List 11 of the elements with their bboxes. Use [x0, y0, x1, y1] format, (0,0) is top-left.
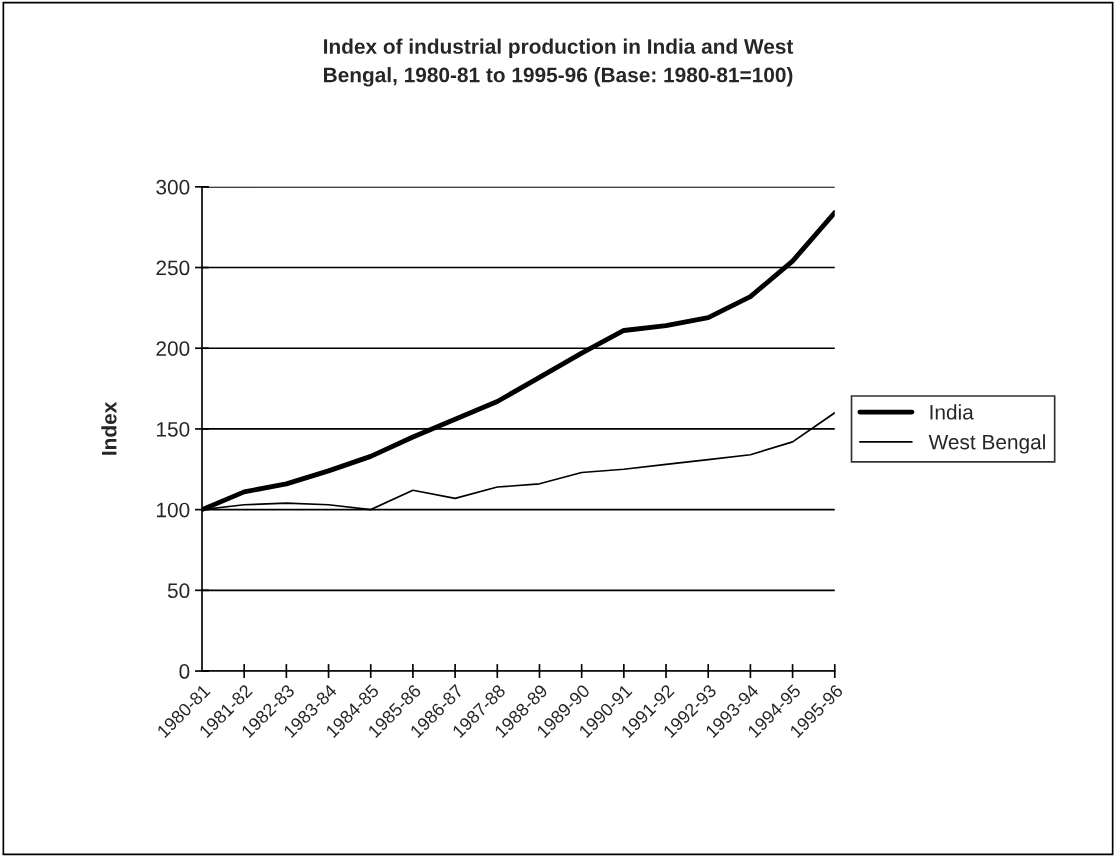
- legend-label: India: [930, 404, 974, 420]
- y-tick-label: 200: [156, 341, 190, 356]
- y-tick-label: 100: [157, 502, 190, 518]
- y-tick-label: 150: [157, 421, 190, 437]
- y-tick-label: 50: [167, 583, 190, 599]
- y-tick-label: 250: [156, 260, 190, 276]
- chart-title: Index of industrial production in India and West Bengal, 1980-81 to 1995-96 (Base: 1980-81=100): [324, 38, 794, 87]
- y-axis-title: Index: [101, 401, 117, 455]
- y-tick-label: 0: [179, 664, 190, 679]
- legend-label: West Bengal: [928, 434, 1045, 454]
- y-tick-label: 300: [156, 179, 190, 195]
